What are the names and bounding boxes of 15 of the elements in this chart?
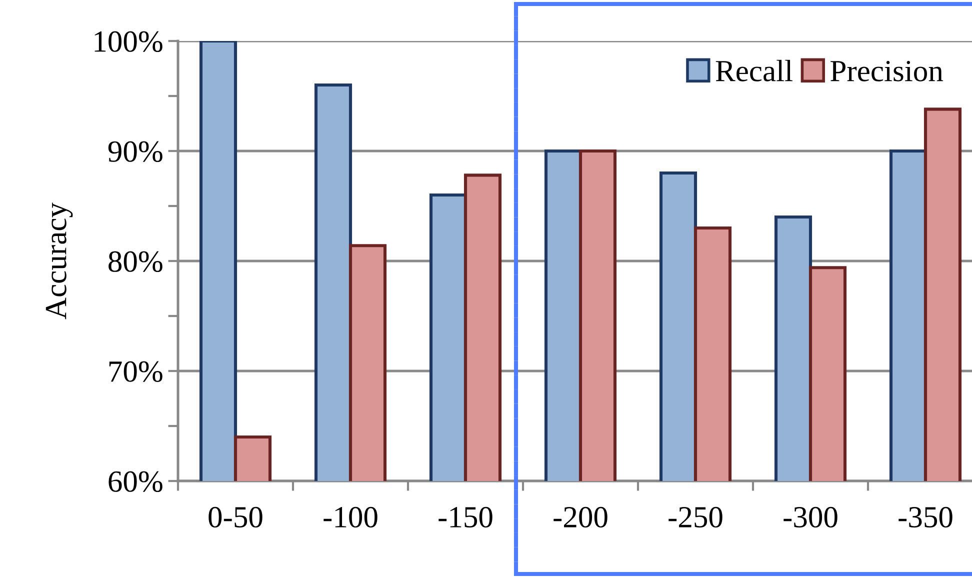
y-tick-label: 90% [108,141,162,162]
legend-label: Precision [830,60,943,82]
x-tick-label: -250 [668,506,722,528]
legend-label: Recall [716,60,792,82]
y-axis-title: Accuracy [46,202,73,320]
x-tick-label: -300 [784,506,838,528]
y-tick-label: 70% [109,361,162,382]
y-tick-label: 60% [108,471,162,492]
y-tick-label: 80% [108,251,162,272]
x-tick-label: -150 [438,506,492,528]
y-tick-label: 100% [94,31,162,52]
x-tick-label: -100 [324,506,378,528]
x-tick-label: -200 [554,506,608,528]
x-tick-label: 0-50 [208,506,262,528]
x-tick-label: -350 [898,506,952,528]
